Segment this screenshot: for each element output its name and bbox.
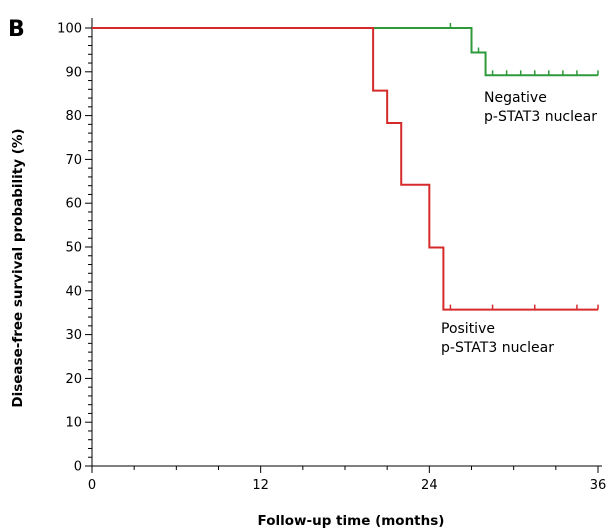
annotation-negative: Negative p-STAT3 nuclear [484, 90, 597, 125]
x-tick-label: 24 [421, 478, 438, 493]
y-tick-label: 60 [65, 197, 82, 212]
x-tick-label: 12 [252, 478, 269, 493]
panel-letter: B [8, 17, 25, 42]
y-axis-title: Disease-free survival probability (%) [10, 128, 26, 407]
annotation-positive: Positive p-STAT3 nuclear [441, 321, 554, 356]
x-ticks: 0 12 24 36 [88, 466, 606, 493]
x-axis-title: Follow-up time (months) [258, 513, 445, 529]
y-tick-label: 40 [65, 284, 82, 299]
x-tick-label: 0 [88, 478, 96, 493]
survival-curve [92, 27, 598, 77]
y-tick-label: 100 [57, 22, 82, 37]
y-tick-label: 50 [65, 241, 82, 256]
y-tick-label: 90 [65, 65, 82, 80]
y-ticks: 0 10 20 30 40 50 60 70 80 90 100 [57, 22, 92, 475]
series-negative [92, 23, 599, 77]
y-tick-label: 30 [65, 328, 82, 343]
y-tick-label: 20 [65, 372, 82, 387]
y-tick-label: 80 [65, 109, 82, 124]
y-tick-label: 10 [65, 416, 82, 431]
annotation-positive-line2: p-STAT3 nuclear [441, 340, 554, 356]
survival-curve [92, 27, 598, 311]
series-positive [92, 27, 599, 311]
y-tick-label: 0 [74, 460, 82, 475]
y-tick-label: 70 [65, 153, 82, 168]
annotation-positive-line1: Positive [441, 321, 495, 337]
annotation-negative-line1: Negative [484, 90, 547, 106]
x-tick-label: 36 [590, 478, 607, 493]
series-layer [92, 23, 599, 311]
annotation-negative-line2: p-STAT3 nuclear [484, 109, 597, 125]
axes [91, 18, 602, 467]
